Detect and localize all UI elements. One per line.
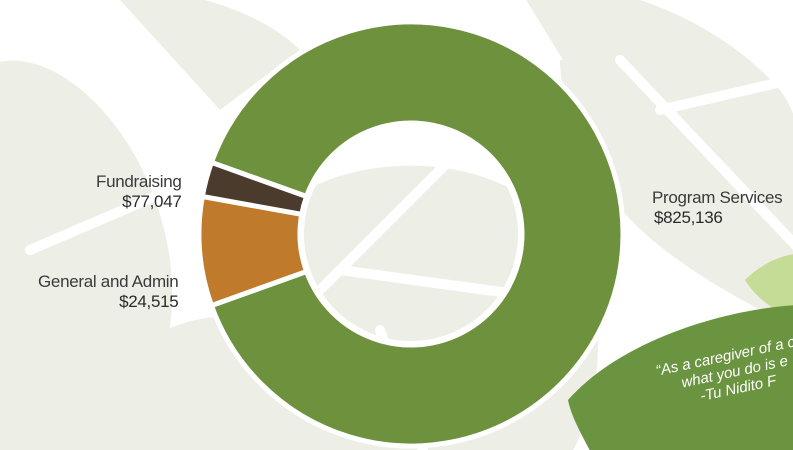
leaf-vein-5 [655, 75, 793, 115]
leaf-blob-right [560, 56, 793, 327]
fundraising-name: Fundraising [96, 172, 182, 191]
leaf-blob-top-left [120, 0, 300, 110]
program-services-label: Program Services $825,136 [652, 188, 783, 228]
quote-leaf-shape [568, 254, 793, 450]
general-admin-name: General and Admin [38, 272, 179, 291]
leaf-vein-4 [615, 55, 793, 250]
leaf-vein-6 [25, 185, 175, 255]
donut-hole-edge [300, 123, 522, 345]
general-admin-label: General and Admin $24,515 [38, 272, 179, 312]
program-services-name: Program Services [652, 188, 783, 207]
program-services-amount: $825,136 [654, 208, 723, 227]
donut-chart [196, 19, 626, 449]
quote-leaf-body [568, 305, 793, 450]
quote-leaf-accent [745, 254, 793, 320]
fundraising-amount: $77,047 [122, 192, 182, 211]
fundraising-label: Fundraising $77,047 [96, 172, 182, 212]
general-admin-amount: $24,515 [119, 292, 179, 311]
